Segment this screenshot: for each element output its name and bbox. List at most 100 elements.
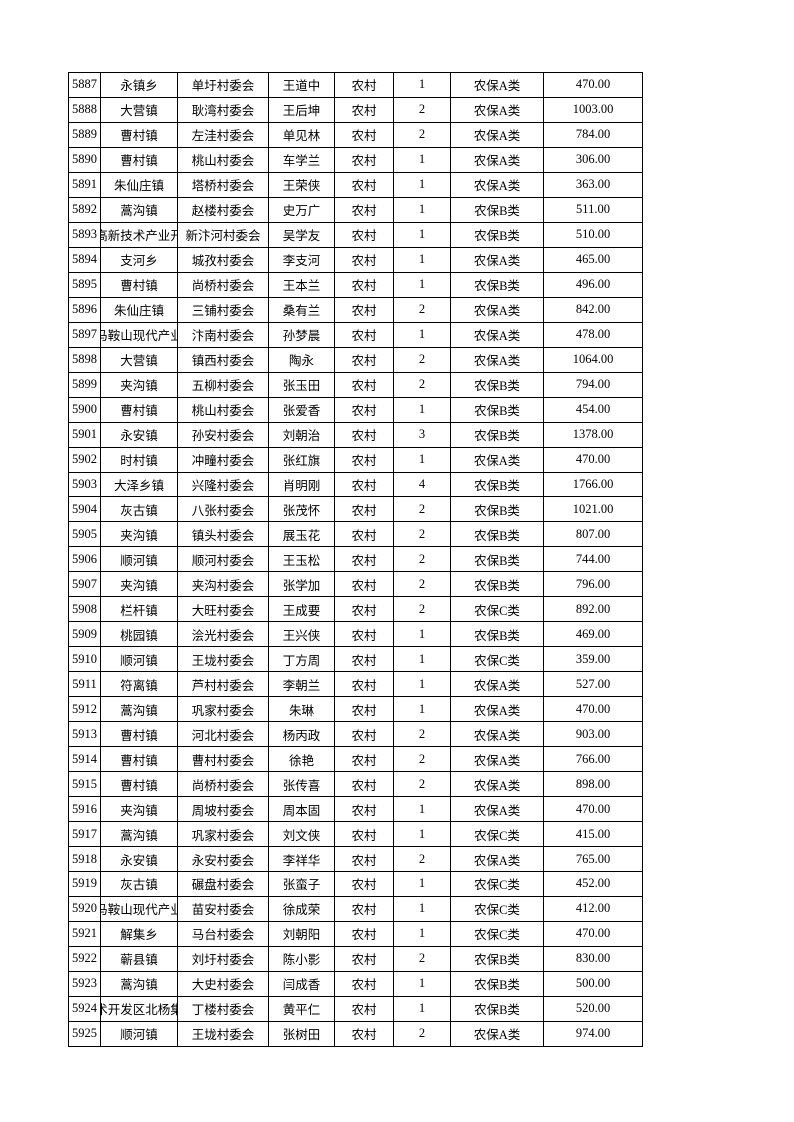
table-row: 5923 蒿沟镇 大史村委会 闫成香 农村 1 农保B类 500.00	[68, 970, 643, 997]
table-cell: 5912	[68, 696, 101, 723]
row-id: 5906	[72, 551, 97, 566]
table-cell: 1021.00	[543, 496, 643, 523]
table-row: 5911 符离镇 芦村村委会 李朝兰 农村 1 农保A类 527.00	[68, 671, 643, 698]
count: 1	[418, 826, 426, 841]
category: 农保B类	[474, 404, 520, 419]
table-cell: 2	[393, 721, 451, 748]
amount: 454.00	[575, 402, 611, 417]
town: 支河乡	[120, 254, 158, 269]
table-cell: 2	[393, 496, 451, 523]
table-cell: 2	[393, 596, 451, 623]
count: 2	[418, 127, 426, 142]
table-cell: 农村	[334, 446, 394, 473]
table-cell: 5898	[68, 346, 101, 373]
table-cell: 马鞍山现代产业	[100, 895, 178, 922]
town: 术开发区北杨集	[101, 1003, 177, 1018]
table-cell: 5903	[68, 471, 101, 498]
table-row: 5896 朱仙庄镇 三铺村委会 桑有兰 农村 2 农保A类 842.00	[68, 296, 643, 323]
village: 顺河村委会	[191, 553, 255, 568]
table-cell: 顺河镇	[100, 546, 178, 573]
table-cell: 农村	[334, 1020, 394, 1047]
category: 农保B类	[474, 204, 520, 219]
town: 蕲县镇	[120, 953, 158, 968]
table-cell: 5890	[68, 146, 101, 173]
row-id: 5897	[72, 327, 97, 342]
table-cell: 2	[393, 96, 451, 123]
table-cell: 史万广	[268, 196, 335, 223]
amount: 510.00	[575, 227, 611, 242]
person-name: 张学加	[282, 578, 321, 593]
town: 曹村镇	[120, 154, 158, 169]
town: 曹村镇	[120, 778, 158, 793]
table-cell: 1	[393, 796, 451, 823]
table-cell: 1	[393, 696, 451, 723]
table-cell: 2	[393, 571, 451, 598]
area-type: 农村	[351, 179, 377, 194]
row-id: 5921	[72, 926, 97, 941]
village: 尚桥村委会	[191, 778, 255, 793]
area-type: 农村	[351, 928, 377, 943]
table-cell: 1766.00	[543, 471, 643, 498]
table-cell: 农村	[334, 371, 394, 398]
table-cell: 蒿沟镇	[100, 821, 178, 848]
category: 农保B类	[474, 478, 520, 493]
row-id: 5896	[72, 302, 97, 317]
table-cell: 王道中	[268, 72, 335, 98]
table-cell: 朱仙庄镇	[100, 171, 178, 198]
table-cell: 王本兰	[268, 271, 335, 298]
row-id: 5901	[72, 427, 97, 442]
table-cell: 孙安村委会	[177, 421, 269, 448]
table-cell: 农保A类	[450, 321, 544, 348]
table-cell: 5917	[68, 821, 101, 848]
town: 时村镇	[120, 454, 158, 469]
table-cell: 农保B类	[450, 546, 544, 573]
row-id: 5910	[72, 651, 97, 666]
table-cell: 5901	[68, 421, 101, 448]
table-row: 5920 马鞍山现代产业 苗安村委会 徐成荣 农村 1 农保C类 412.00	[68, 895, 643, 922]
amount: 527.00	[575, 676, 611, 691]
table-cell: 1	[393, 171, 451, 198]
amount: 478.00	[575, 327, 611, 342]
table-cell: 农村	[334, 596, 394, 623]
person-name: 朱琳	[288, 703, 314, 718]
table-cell: 农保B类	[450, 271, 544, 298]
table-cell: 2	[393, 296, 451, 323]
row-id: 5895	[72, 277, 97, 292]
table-cell: 朱仙庄镇	[100, 296, 178, 323]
category: 农保C类	[474, 878, 520, 893]
count: 1	[418, 227, 426, 242]
town: 蒿沟镇	[120, 828, 158, 843]
table-cell: 闫成香	[268, 970, 335, 997]
amount: 1003.00	[572, 102, 614, 117]
table-cell: 527.00	[543, 671, 643, 698]
row-id: 5904	[72, 501, 97, 516]
table-body: 5887 永镇乡 单圩村委会 王道中 农村 1 农保A类 470.00 5888 大营镇 耿湾村委会…	[68, 72, 643, 1047]
person-name: 史万广	[282, 204, 321, 219]
town: 曹村镇	[120, 129, 158, 144]
table-cell: 5913	[68, 721, 101, 748]
village: 丁楼村委会	[191, 1003, 255, 1018]
table-cell: 顺河村委会	[177, 546, 269, 573]
amount: 306.00	[575, 152, 611, 167]
table-cell: 农保A类	[450, 696, 544, 723]
table-cell: 470.00	[543, 920, 643, 947]
table-cell: 5887	[68, 72, 101, 98]
table-cell: 农保A类	[450, 446, 544, 473]
table-cell: 5923	[68, 970, 101, 997]
amount: 470.00	[575, 701, 611, 716]
table-cell: 农村	[334, 421, 394, 448]
amount: 359.00	[575, 651, 611, 666]
person-name: 单见林	[282, 129, 321, 144]
table-row: 5900 曹村镇 桃山村委会 张爱香 农村 1 农保B类 454.00	[68, 396, 643, 423]
village: 芦村村委会	[191, 678, 255, 693]
person-name: 张茂怀	[282, 503, 321, 518]
data-table: 5887 永镇乡 单圩村委会 王道中 农村 1 农保A类 470.00 5888 大营镇 耿湾村委会…	[68, 72, 643, 1047]
person-name: 闫成香	[282, 978, 321, 993]
village: 河北村委会	[191, 728, 255, 743]
table-cell: 刘朝治	[268, 421, 335, 448]
table-cell: 5911	[68, 671, 101, 698]
table-row: 5887 永镇乡 单圩村委会 王道中 农村 1 农保A类 470.00	[68, 72, 643, 98]
table-cell: 王成要	[268, 596, 335, 623]
table-cell: 农村	[334, 970, 394, 997]
table-cell: 306.00	[543, 146, 643, 173]
